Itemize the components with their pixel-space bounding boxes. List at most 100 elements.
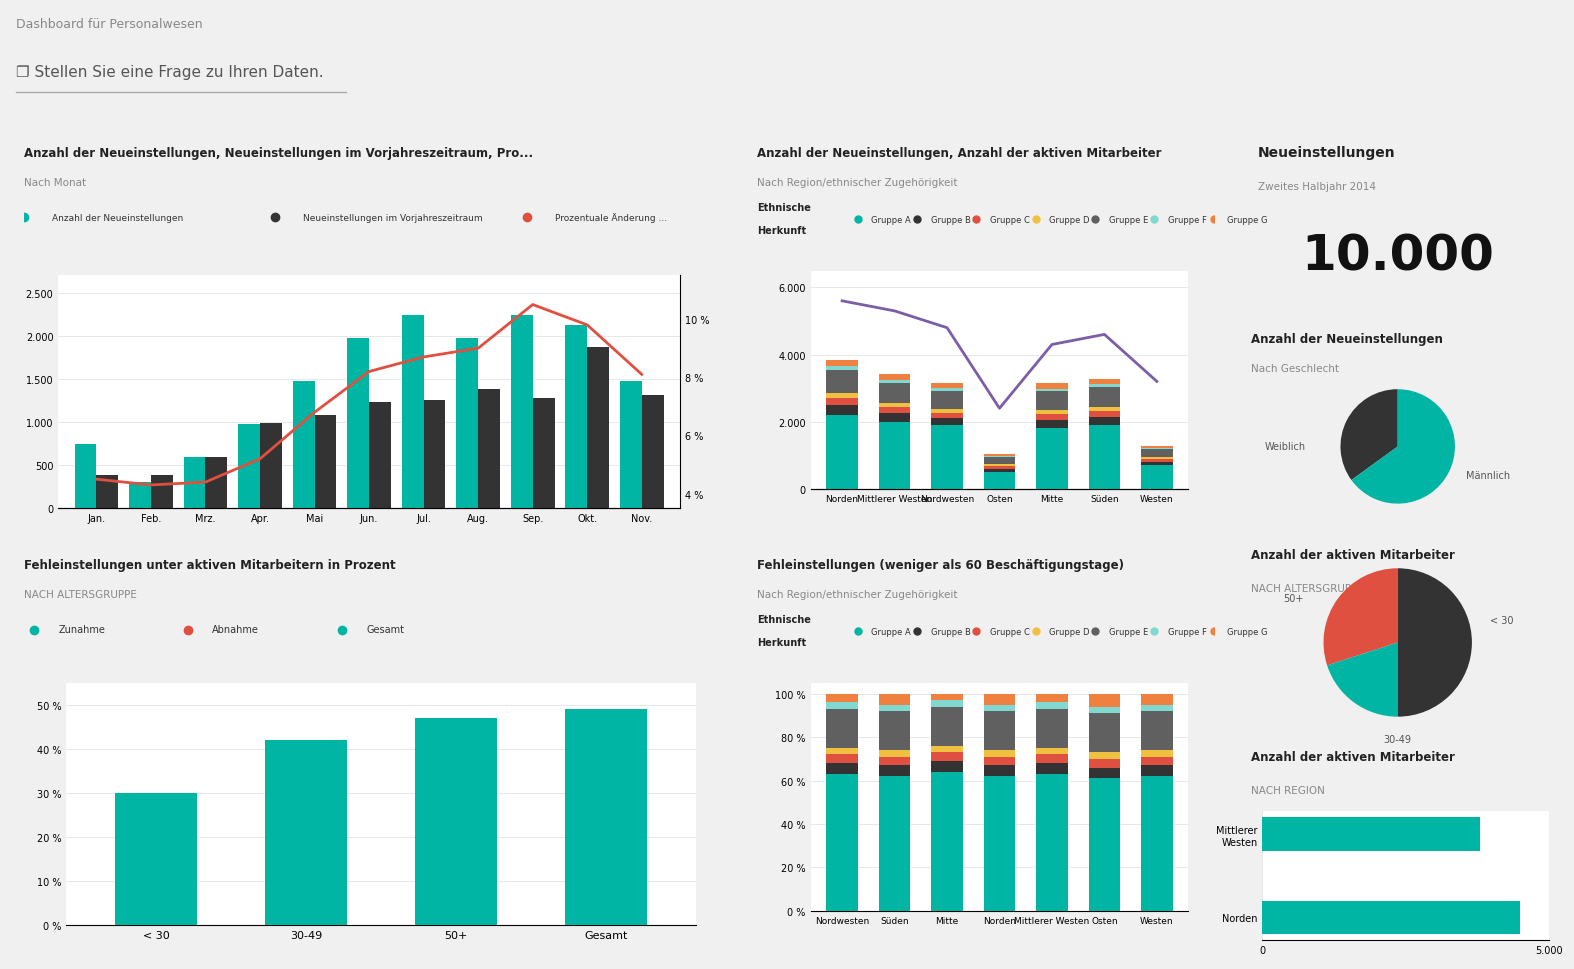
Bar — [1089, 753, 1121, 759]
Text: Neueinstellungen: Neueinstellungen — [1258, 146, 1395, 160]
Bar — [565, 709, 647, 925]
Text: Anzahl der aktiven Mitarbeiter: Anzahl der aktiven Mitarbeiter — [1251, 750, 1454, 763]
Text: Gruppe E: Gruppe E — [1108, 627, 1147, 637]
Bar — [932, 389, 963, 391]
Bar — [984, 464, 1015, 466]
Bar — [984, 457, 1015, 464]
Bar — [1141, 466, 1173, 489]
Text: Männlich: Männlich — [1467, 471, 1511, 481]
Text: Anzahl der Neueinstellungen, Neueinstellungen im Vorjahreszeitraum, Pro...: Anzahl der Neueinstellungen, Neueinstell… — [24, 146, 532, 160]
Bar — [878, 776, 910, 911]
Bar — [1141, 446, 1173, 448]
Wedge shape — [1352, 390, 1454, 504]
Bar — [984, 473, 1015, 489]
Bar — [984, 757, 1015, 766]
Bar — [1036, 390, 1067, 392]
Bar — [1036, 703, 1067, 709]
Bar — [293, 381, 315, 509]
Bar — [151, 476, 173, 509]
Bar — [642, 396, 664, 509]
Text: Gruppe G: Gruppe G — [1228, 215, 1267, 225]
Bar — [878, 422, 910, 489]
Text: Gruppe B: Gruppe B — [930, 215, 971, 225]
Bar — [512, 316, 532, 509]
Bar — [1089, 694, 1121, 707]
Bar — [1036, 415, 1067, 421]
Bar — [932, 701, 963, 707]
Bar — [878, 408, 910, 414]
Bar — [1141, 704, 1173, 711]
Bar — [826, 399, 858, 405]
Bar — [1089, 385, 1121, 388]
Bar — [1262, 818, 1480, 851]
Bar — [456, 339, 478, 509]
Text: Fehleinstellungen unter aktiven Mitarbeitern in Prozent: Fehleinstellungen unter aktiven Mitarbei… — [24, 558, 395, 572]
Bar — [932, 384, 963, 389]
Bar — [878, 403, 910, 408]
Bar — [826, 370, 858, 393]
Bar — [932, 391, 963, 410]
Bar — [1036, 384, 1067, 390]
Bar — [878, 694, 910, 704]
Bar — [984, 711, 1015, 750]
Text: Nach Geschlecht: Nach Geschlecht — [1251, 363, 1339, 373]
Text: 50+: 50+ — [1284, 593, 1303, 604]
Bar — [984, 694, 1015, 704]
Bar — [264, 740, 348, 925]
Text: Herkunft: Herkunft — [757, 226, 806, 235]
Text: Gruppe D: Gruppe D — [1050, 215, 1089, 225]
Bar — [238, 424, 260, 509]
Wedge shape — [1327, 642, 1398, 717]
Bar — [932, 419, 963, 425]
Bar — [1141, 460, 1173, 462]
Bar — [984, 776, 1015, 911]
Bar — [1141, 457, 1173, 460]
Text: Anzahl der Neueinstellungen: Anzahl der Neueinstellungen — [1251, 333, 1443, 346]
Bar — [1089, 418, 1121, 425]
Text: < 30: < 30 — [1491, 615, 1513, 626]
Bar — [826, 367, 858, 370]
Bar — [826, 416, 858, 489]
Text: NACH REGION: NACH REGION — [1251, 785, 1325, 795]
Text: Neueinstellungen im Vorjahreszeitraum: Neueinstellungen im Vorjahreszeitraum — [304, 213, 483, 223]
Wedge shape — [1324, 569, 1398, 666]
Text: Zweites Halbjahr 2014: Zweites Halbjahr 2014 — [1258, 182, 1376, 192]
Bar — [96, 476, 118, 509]
Text: Anzahl der Neueinstellungen: Anzahl der Neueinstellungen — [52, 213, 183, 223]
Bar — [878, 414, 910, 422]
Bar — [1036, 694, 1067, 703]
Bar — [878, 711, 910, 750]
Bar — [74, 444, 96, 509]
Bar — [478, 390, 501, 509]
Bar — [932, 707, 963, 746]
Bar — [1141, 776, 1173, 911]
Bar — [401, 316, 423, 509]
Bar — [878, 381, 910, 384]
Bar — [826, 405, 858, 416]
Text: Abnahme: Abnahme — [212, 625, 260, 635]
Bar — [1141, 766, 1173, 776]
Bar — [587, 348, 609, 509]
Bar — [423, 400, 445, 509]
Bar — [1036, 755, 1067, 764]
Bar — [532, 398, 554, 509]
Text: Gruppe A: Gruppe A — [872, 627, 911, 637]
Text: Gruppe C: Gruppe C — [990, 627, 1029, 637]
Bar — [932, 753, 963, 762]
Bar — [878, 374, 910, 381]
Bar — [1089, 380, 1121, 385]
Bar — [932, 694, 963, 701]
Bar — [115, 794, 197, 925]
Text: Gruppe F: Gruppe F — [1168, 215, 1207, 225]
Bar — [878, 704, 910, 711]
Bar — [1036, 421, 1067, 429]
Bar — [1036, 392, 1067, 411]
Bar — [826, 360, 858, 367]
Bar — [878, 384, 910, 403]
Bar — [878, 766, 910, 776]
Bar — [932, 410, 963, 414]
Text: Herkunft: Herkunft — [757, 638, 806, 647]
Text: NACH ALTERSGRUPPE: NACH ALTERSGRUPPE — [1251, 583, 1363, 593]
Bar — [1036, 774, 1067, 911]
Bar — [184, 457, 206, 509]
